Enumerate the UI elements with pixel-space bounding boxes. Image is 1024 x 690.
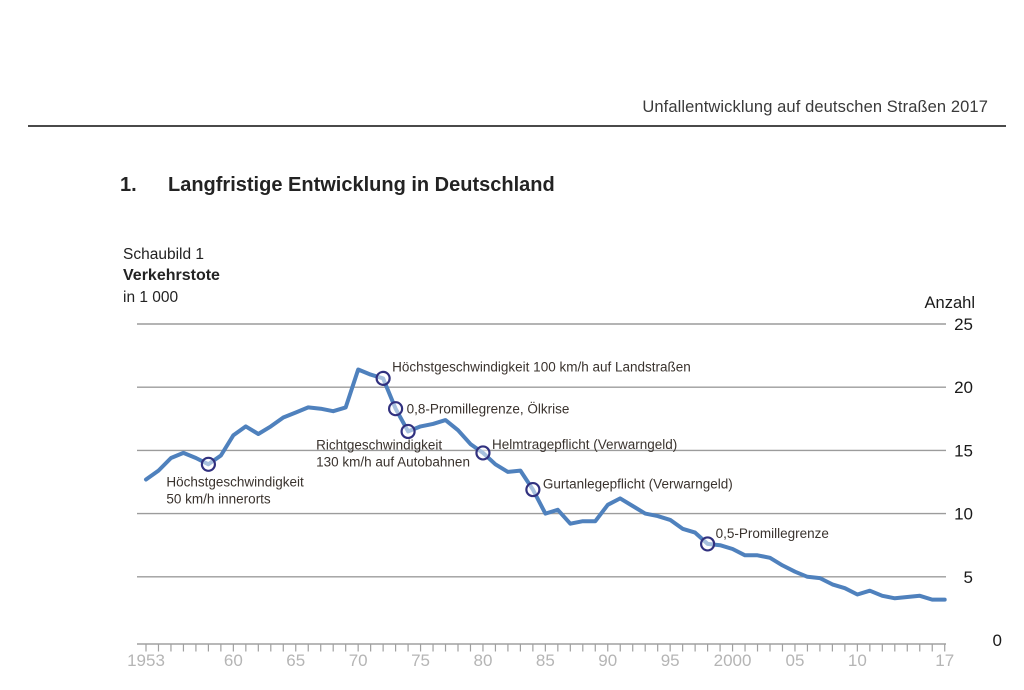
policy-event-annotation: Richtgeschwindigkeit	[316, 437, 442, 452]
fatalities-trend-line	[144, 367, 947, 602]
section-heading: 1. Langfristige Entwicklung in Deutschla…	[120, 174, 555, 197]
y-axis-tick-label: 10	[954, 505, 973, 524]
y-axis-tick-label: 15	[954, 441, 973, 460]
y-axis-tick-label: 20	[954, 378, 973, 397]
figure-title: Verkehrstote	[123, 267, 220, 284]
policy-event-annotation: 0,8-Promillegrenze, Ölkrise	[407, 402, 570, 417]
policy-event-marker	[475, 445, 491, 461]
x-axis-tick-label: 10	[848, 651, 867, 670]
x-axis-tick-label: 95	[661, 651, 680, 670]
x-axis-tick-label: 60	[224, 651, 243, 670]
policy-event-annotation: Helmtragepflicht (Verwarngeld)	[492, 437, 677, 452]
y-axis-tick-label: 5	[964, 568, 973, 587]
policy-event-marker	[400, 423, 416, 440]
x-axis-tick-label: 65	[286, 651, 305, 670]
policy-event-annotation: 130 km/h auf Autobahnen	[316, 454, 470, 469]
policy-event-marker	[699, 536, 716, 552]
y-axis-unit-label: Anzahl	[924, 294, 975, 312]
x-axis-tick-label: 75	[411, 651, 430, 670]
x-axis-tick-label: 90	[598, 651, 617, 670]
figure-unit: in 1 000	[123, 289, 179, 306]
policy-event-marker	[200, 456, 216, 472]
section-title: Langfristige Entwicklung in Deutschland	[168, 174, 555, 196]
x-axis-tick-label: 80	[473, 651, 492, 670]
policy-event-annotation: Höchstgeschwindigkeit 100 km/h auf Lands…	[392, 359, 691, 374]
running-header: Unfallentwicklung auf deutschen Straßen …	[642, 98, 988, 116]
policy-event-marker	[375, 370, 391, 386]
x-axis-tick-label: 05	[785, 651, 804, 670]
y-axis-tick-label: 25	[954, 315, 973, 334]
figure-label: Schaubild 1	[123, 246, 205, 263]
x-axis-tick-label: 17	[935, 651, 954, 670]
policy-event-marker	[388, 401, 404, 417]
policy-event-marker	[525, 481, 541, 498]
policy-event-annotation: 0,5-Promillegrenze	[716, 526, 829, 541]
policy-event-annotation: Gurtanlegepflicht (Verwarngeld)	[543, 477, 733, 492]
figure-header: Schaubild 1 Verkehrstote in 1 000	[123, 244, 220, 308]
x-axis-tick-label: 70	[349, 651, 368, 670]
x-axis-tick-label: 85	[536, 651, 555, 670]
x-axis-tick-label: 1953	[127, 651, 165, 670]
policy-event-annotation: 50 km/h innerorts	[166, 491, 271, 506]
section-number: 1.	[120, 174, 137, 196]
policy-event-annotation: Höchstgeschwindigkeit	[166, 474, 304, 489]
header-rule	[28, 125, 1006, 127]
y-axis-tick-label: 0	[993, 631, 1002, 650]
x-axis-tick-label: 2000	[714, 651, 752, 670]
